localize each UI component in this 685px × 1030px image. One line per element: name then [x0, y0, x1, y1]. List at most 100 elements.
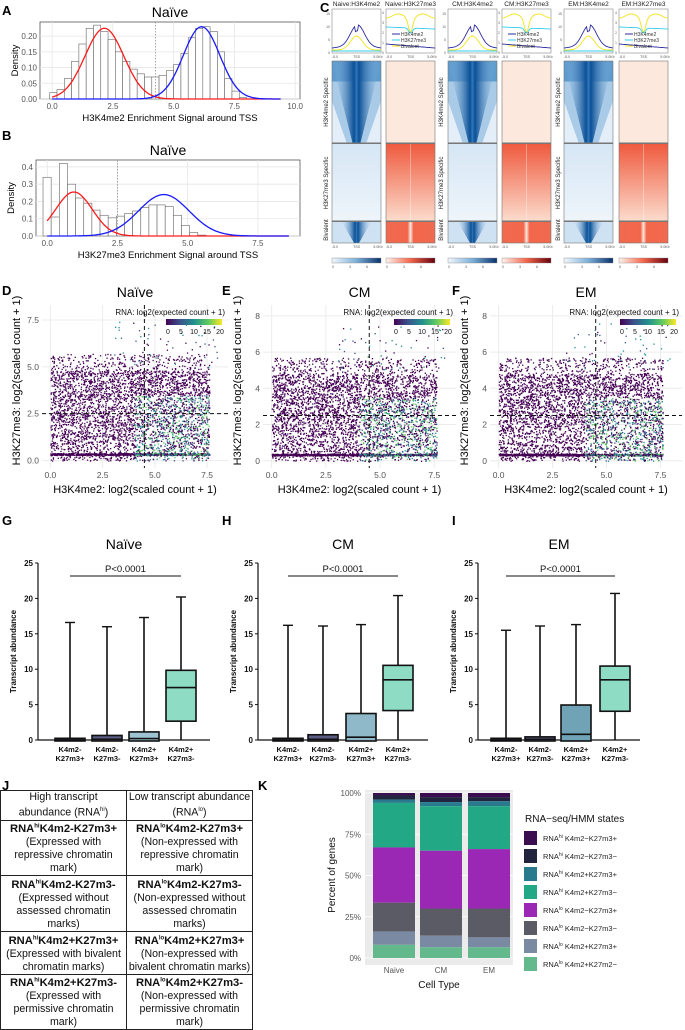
scatter-point: [66, 406, 67, 407]
scatter-point: [100, 399, 101, 400]
scatter-point: [154, 409, 155, 410]
colorbar-tick: 3: [403, 265, 405, 269]
scatter-point: [181, 359, 182, 360]
scatter-point: [52, 408, 53, 409]
scatter-point: [161, 435, 162, 436]
scatter-point: [180, 392, 181, 393]
scatter-point: [75, 432, 76, 433]
scatter-point: [167, 402, 168, 403]
scatter-point: [59, 409, 60, 410]
histogram-bar: [79, 44, 86, 99]
colorbar: [502, 258, 551, 263]
scatter-point: [76, 422, 77, 423]
scatter-point: [154, 368, 155, 369]
scatter-point: [146, 445, 147, 446]
heatmap-column-title: Naive:H3K4me2: [333, 1, 381, 8]
scatter-point: [80, 457, 81, 458]
scatter-point: [66, 415, 67, 416]
scatter-point: [82, 416, 83, 417]
scatter-point: [151, 376, 152, 377]
scatter-point: [142, 436, 143, 437]
scatter-point: [103, 456, 104, 457]
scatter-point: [76, 446, 77, 447]
scatter-point: [109, 389, 110, 390]
scatter-point: [179, 410, 180, 411]
scatter-point: [194, 386, 195, 387]
scatter-point: [203, 455, 204, 456]
scatter-point: [125, 380, 126, 381]
scatter-point: [138, 392, 139, 393]
colorbar-tick: 0: [448, 265, 450, 269]
scatter-point: [87, 447, 88, 448]
scatter-point: [133, 385, 134, 386]
scatter-point: [206, 442, 207, 443]
scatter-point: [153, 354, 154, 355]
scatter-point: [126, 460, 127, 461]
scatter-point: [81, 450, 82, 451]
scatter-point: [111, 387, 112, 388]
scatter-point: [76, 440, 77, 441]
scatter-point: [193, 399, 194, 400]
scatter-point: [62, 375, 63, 376]
scatter-point: [84, 444, 85, 445]
scatter-point: [188, 443, 189, 444]
scatter-point: [196, 437, 197, 438]
scatter-point: [150, 384, 151, 385]
scatter-point: [55, 385, 56, 386]
scatter-point: [174, 379, 175, 380]
scatter-point: [126, 376, 127, 377]
x-tick-label: 0.0: [42, 239, 54, 248]
scatter-point: [88, 442, 89, 443]
scatter-point: [124, 411, 125, 412]
scatter-point: [126, 437, 127, 438]
scatter-point: [98, 392, 99, 393]
scatter-point: [150, 417, 151, 418]
scatter-point: [132, 401, 133, 402]
scatter-point: [206, 439, 207, 440]
scatter-point: [194, 395, 195, 396]
scatter-point: [51, 446, 52, 447]
y-tick-label: 5.0: [27, 362, 39, 372]
scatter-point: [69, 406, 70, 407]
scatter-point: [133, 375, 134, 376]
profile-y-tick: 3: [615, 21, 617, 25]
scatter-point: [150, 444, 151, 445]
scatter-point: [97, 388, 98, 389]
scatter-point: [132, 390, 133, 391]
scatter-point: [56, 448, 57, 449]
scatter-point: [196, 389, 197, 390]
scatter-point: [192, 456, 193, 457]
scatter-point: [87, 390, 88, 391]
scatter-point: [144, 394, 145, 395]
x-tick-label: 5.0Kb: [373, 245, 382, 249]
heatmap-h3k4me2-specific: [619, 61, 668, 143]
scatter-point: [82, 414, 83, 415]
scatter-point: [169, 390, 170, 391]
histogram-bar: [165, 207, 173, 236]
scatter-point: [112, 386, 113, 387]
scatter-point: [58, 380, 59, 381]
scatter-point: [140, 375, 141, 376]
scatter-point: [65, 366, 66, 367]
scatter-point: [141, 391, 142, 392]
x-tick-label: 2.5: [107, 102, 119, 111]
scatter-point: [64, 386, 65, 387]
scatter-point: [107, 418, 108, 419]
scatter-point: [126, 391, 127, 392]
scatter-point: [82, 444, 83, 445]
scatter-point: [169, 356, 170, 357]
scatter-point: [110, 394, 111, 395]
scatter-point: [192, 376, 193, 377]
scatter-point: [68, 360, 69, 361]
scatter-point: [148, 397, 149, 398]
scatter-point: [153, 414, 154, 415]
scatter-point: [150, 425, 151, 426]
x-tick-label: -5.0: [502, 55, 508, 59]
scatter-point: [208, 447, 209, 448]
scatter-point: [51, 414, 52, 415]
scatter-point: [186, 420, 187, 421]
scatter-point: [69, 418, 70, 419]
scatter-point: [137, 438, 138, 439]
scatter-point: [138, 378, 139, 379]
scatter-point: [63, 386, 64, 387]
